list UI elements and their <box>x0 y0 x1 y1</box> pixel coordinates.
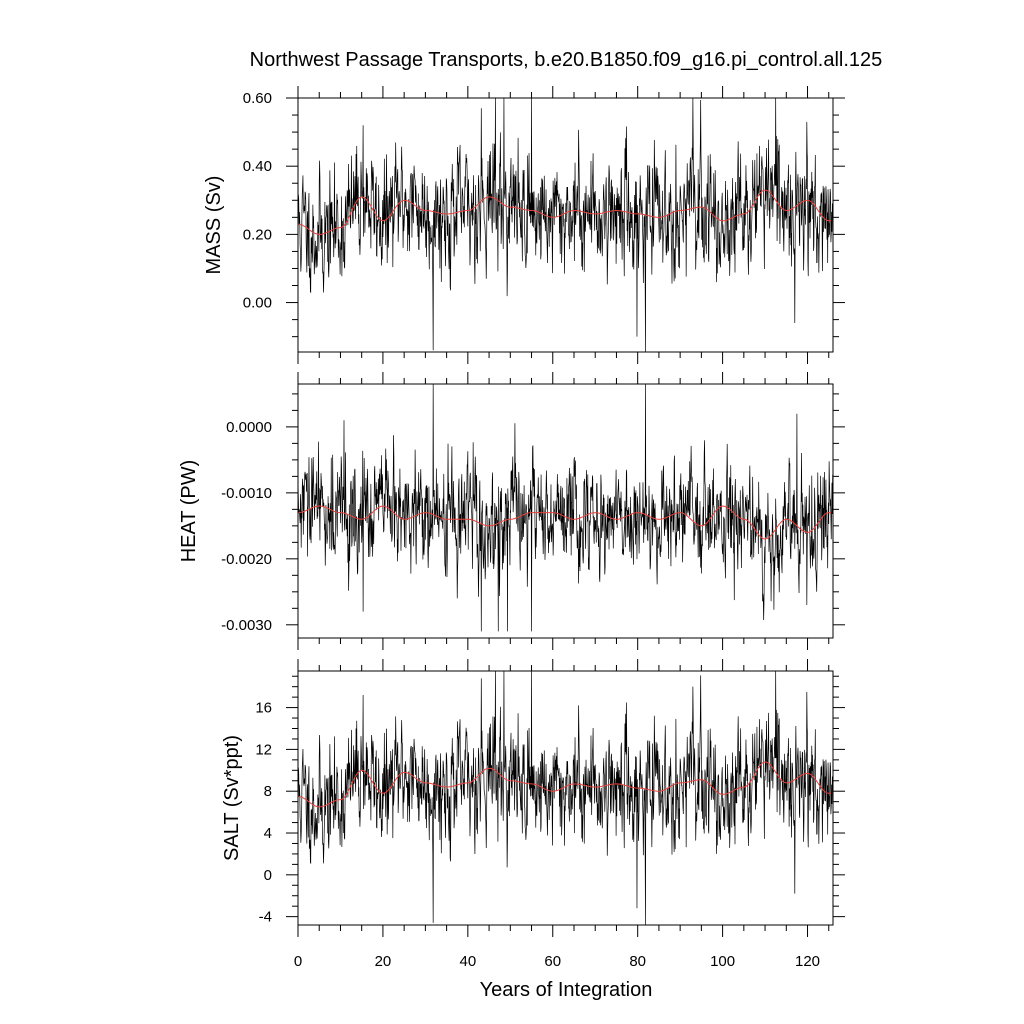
x-tick-label: 20 <box>375 953 392 970</box>
y-axis-label: SALT (Sv*ppt) <box>221 735 243 861</box>
plot-frame <box>297 383 834 639</box>
y-tick-label: 0.20 <box>243 226 272 243</box>
y-tick-label: -4 <box>259 909 272 926</box>
x-tick-label: 120 <box>795 953 820 970</box>
x-tick-label: 0 <box>294 953 302 970</box>
y-tick-label: -0.0030 <box>221 617 272 634</box>
plot-frame <box>297 670 834 926</box>
x-axis-label: Years of Integration <box>480 979 653 1001</box>
y-tick-label: -0.0020 <box>221 551 272 568</box>
x-tick-label: 40 <box>459 953 476 970</box>
y-tick-label: 16 <box>255 700 272 717</box>
chart-title: Northwest Passage Transports, b.e20.B185… <box>250 49 883 71</box>
panel-3: -4 0 4 8 12 16 SALT (Sv*ppt) 0 20 40 60 80 100 120 <box>221 659 845 970</box>
y-axis-label: HEAT (PW) <box>178 460 200 563</box>
y-tick-label: 0.0000 <box>226 419 272 436</box>
series-line-raw <box>297 670 833 926</box>
panel-1: 0.00 0.20 0.40 0.60 MASS (Sv) <box>203 86 845 364</box>
y-axis-label: MASS (Sv) <box>203 176 225 275</box>
x-tick-label: 100 <box>710 953 735 970</box>
y-tick-label: 8 <box>264 783 272 800</box>
y-tick-label: -0.0010 <box>221 485 272 502</box>
y-tick-label: 4 <box>264 825 272 842</box>
x-tick-label: 80 <box>629 953 646 970</box>
series-line-raw <box>297 383 834 632</box>
series-line-raw <box>297 97 833 353</box>
series-line-smoothed <box>297 761 831 808</box>
plot-frame <box>297 97 834 353</box>
series-line-smoothed <box>297 189 831 235</box>
y-tick-label: 0 <box>264 867 272 884</box>
x-tick-label: 60 <box>544 953 561 970</box>
y-tick-label: 12 <box>255 741 272 758</box>
y-tick-label: 0.60 <box>243 90 272 107</box>
panel-2: -0.0030 -0.0020 -0.0010 0.0000 HEAT (PW) <box>178 372 845 650</box>
series-line-smoothed <box>297 505 831 540</box>
y-tick-label: 0.00 <box>243 295 272 312</box>
y-tick-label: 0.40 <box>243 158 272 175</box>
